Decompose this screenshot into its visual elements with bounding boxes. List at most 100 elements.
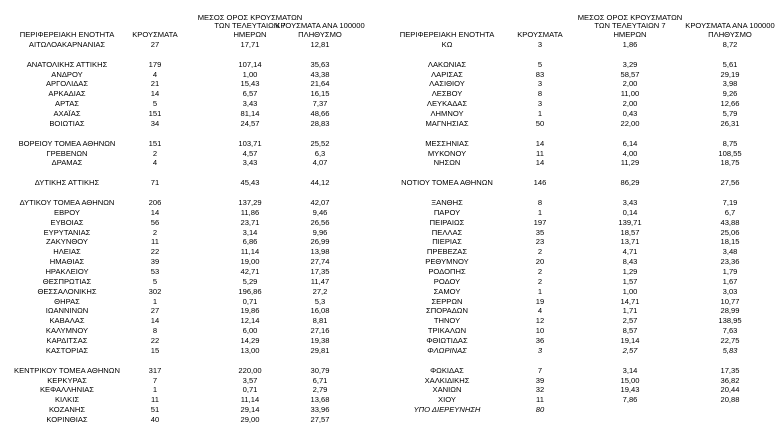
region-name: ΚΕΡΚΥΡΑΣ [47,375,87,385]
region-name: ΑΝΔΡΟΥ [51,69,83,79]
cell-value: 6,00 [242,326,258,336]
region-name: ΘΕΣΠΡΩΤΙΑΣ [42,276,92,286]
cell-value: 58,57 [620,69,640,79]
header-cell: ΤΩΝ ΤΕΛΕΥΤΑΙΩΝ 7 [594,21,666,30]
cell-value: 1 [537,286,543,296]
cell-value: 27,16 [310,326,330,336]
cell-value: 10,77 [720,296,740,306]
cell-value: 32 [535,385,545,395]
cell-value: 22 [150,247,160,257]
region-name: ΗΜΑΘΙΑΣ [49,257,85,267]
header-cell: ΚΡΟΥΣΜΑΤΑ [132,29,178,39]
cell-value: 14,71 [620,296,640,306]
cell-value: 3,48 [722,247,738,257]
cell-value: 3,43 [622,197,638,207]
cell-value: 4,57 [242,148,258,158]
cell-value: 6,14 [622,138,638,148]
header-cell: ΗΜΕΡΩΝ [233,29,267,39]
cell-value: 6,71 [312,375,328,385]
cell-value: 5,29 [242,276,258,286]
cell-value: 4,00 [622,148,638,158]
cell-value: 3,14 [242,227,258,237]
cell-value: 5,3 [314,296,326,306]
cell-value: 3,98 [722,79,738,89]
cell-value: 2,57 [622,345,638,355]
header-cell: ΠΛΗΘΥΣΜΟ [708,29,752,39]
cell-value: 6,7 [724,207,736,217]
region-name: ΘΕΣΣΑΛΟΝΙΚΗΣ [37,286,97,296]
cell-value: 4 [152,69,158,79]
region-name: ΜΑΓΝΗΣΙΑΣ [425,118,469,128]
region-name: ΔΥΤΙΚΟΥ ΤΟΜΕΑ ΑΘΗΝΩΝ [19,197,115,207]
cell-value: 1 [152,385,158,395]
cell-value: 29,00 [240,415,260,425]
header-cell: ΤΩΝ ΤΕΛΕΥΤΑΙΩΝ 7 [214,21,286,30]
cell-value: 51 [150,405,160,415]
cell-value: 107,14 [238,59,262,69]
region-name: ΕΒΡΟΥ [54,207,80,217]
cell-value: 151 [148,109,162,119]
cell-value: 29,19 [720,69,740,79]
cell-value: 13,00 [240,345,260,355]
cell-value: 8,43 [622,257,638,267]
cell-value: 151 [148,138,162,148]
cell-value: 3 [537,40,543,49]
cell-value: 11,00 [620,89,640,99]
cell-value: 43,88 [720,217,740,227]
region-name: ΓΡΕΒΕΝΩΝ [46,148,88,158]
cell-value: 14 [535,158,545,168]
cell-value: 14,29 [240,336,260,346]
region-name: ΑΡΚΑΔΙΑΣ [48,89,86,99]
region-name: ΠΕΛΛΑΣ [431,227,463,237]
cell-value: 138,95 [718,316,742,326]
cell-value: 35 [535,227,545,237]
header-cell: ΚΡΟΥΣΜΑΤΑ ΑΝΑ 100000 [275,21,365,30]
cell-value: 27,2 [312,286,328,296]
cell-value: 20,88 [720,395,740,405]
cell-value: 5 [537,59,543,69]
cell-value: 20 [535,257,545,267]
cell-value: 11,14 [240,247,260,257]
cell-value: 11,86 [240,207,260,217]
cell-value: 146 [533,178,547,188]
cell-value: 1,79 [722,267,738,276]
header-cell: ΠΕΡΙΦΕΡΕΙΑΚΗ ΕΝΟΤΗΤΑ [19,29,115,39]
cell-value: 11,14 [240,395,260,405]
cell-value: 26,56 [310,217,330,227]
cell-value: 196,86 [238,286,262,296]
cell-value: 12,14 [240,316,260,326]
region-name: ΚΑΣΤΟΡΙΑΣ [45,345,89,355]
cell-value: 6,57 [242,89,258,99]
cell-value: 7,63 [722,326,738,336]
header-cell: ΚΡΟΥΣΜΑΤΑ [517,29,563,39]
header-cell: ΜΕΣΟΣ ΟΡΟΣ ΚΡΟΥΣΜΑΤΩΝ [577,12,683,22]
region-name: ΚΟΖΑΝΗΣ [48,405,86,415]
cell-value: 8 [152,326,158,336]
region-name: ΧΑΛΚΙΔΙΚΗΣ [424,375,470,385]
cell-value: 4,07 [312,158,328,168]
cell-value: 7,37 [312,99,328,109]
cell-value: 8,75 [722,138,738,148]
region-name: ΠΕΙΡΑΙΩΣ [429,217,465,227]
cell-value: 30,79 [310,365,330,375]
cell-value: 26,31 [720,118,740,128]
cell-value: 27 [150,306,160,316]
cell-value: 48,66 [310,109,330,119]
cell-value: 18,15 [720,237,740,247]
cell-value: 2,00 [622,99,638,109]
cell-value: 7,19 [722,197,738,207]
cell-value: 7 [152,375,158,385]
cell-value: 11 [151,237,159,247]
region-name: ΝΗΣΩΝ [433,158,461,168]
region-name: ΚΟΡΙΝΘΙΑΣ [46,415,88,425]
region-name: ΑΡΓΟΛΙΔΑΣ [45,79,89,89]
cell-value: 14 [150,89,160,99]
region-name: ΘΗΡΑΣ [54,296,80,306]
region-name: ΜΕΣΣΗΝΙΑΣ [425,138,469,148]
cell-value: 1,29 [622,267,638,276]
cell-value: 1 [537,109,543,119]
cell-value: 4 [152,158,158,168]
cell-value: 19,38 [310,336,330,346]
cell-value: 4,71 [622,247,638,257]
region-name: ΕΥΡΥΤΑΝΙΑΣ [43,227,91,237]
